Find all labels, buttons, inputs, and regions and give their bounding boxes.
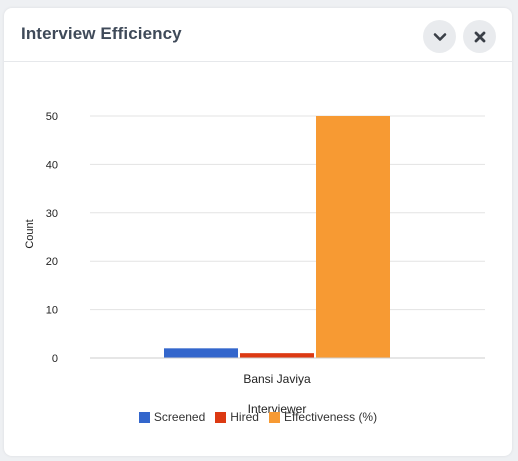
y-tick-label: 10 bbox=[46, 305, 58, 317]
bar-chart: 0 10 20 30 40 50 Count Bansi Javiya Interview… bbox=[24, 111, 485, 416]
legend-label-effectiveness: Effectiveness (%) bbox=[283, 410, 378, 424]
y-tick-label: 50 bbox=[46, 111, 58, 123]
legend-swatch-screened bbox=[138, 411, 150, 423]
legend-swatch-hired bbox=[215, 411, 227, 423]
legend-label-screened: Screened bbox=[153, 410, 206, 424]
chart-legend: Screened Hired Effectiveness (%) bbox=[4, 410, 512, 424]
close-icon bbox=[474, 31, 485, 42]
x-tick-label: Bansi Javiya bbox=[243, 372, 311, 386]
legend-item-hired[interactable]: Hired bbox=[215, 410, 259, 424]
widget-title: Interview Efficiency bbox=[21, 24, 182, 43]
legend-item-effectiveness[interactable]: Effectiveness (%) bbox=[268, 410, 378, 424]
y-tick-label: 30 bbox=[46, 208, 58, 220]
interview-efficiency-widget: Interview Efficiency 0 10 20 30 40 50 Count B… bbox=[4, 8, 512, 456]
legend-item-screened[interactable]: Screened bbox=[138, 410, 206, 424]
y-axis-label: Count bbox=[24, 219, 36, 248]
bar-effectiveness[interactable] bbox=[316, 116, 390, 358]
legend-swatch-effectiveness bbox=[268, 411, 280, 423]
y-tick-label: 20 bbox=[46, 256, 58, 268]
legend-label-hired: Hired bbox=[230, 410, 259, 424]
x-axis-label: Interviewer bbox=[248, 402, 307, 416]
widget-header: Interview Efficiency bbox=[4, 8, 512, 62]
bar-hired[interactable] bbox=[240, 353, 314, 358]
y-tick-label: 40 bbox=[46, 159, 58, 171]
chevron-down-icon bbox=[433, 32, 446, 41]
close-button[interactable] bbox=[463, 20, 496, 53]
collapse-button[interactable] bbox=[423, 20, 456, 53]
bar-screened[interactable] bbox=[164, 348, 238, 358]
y-tick-label: 0 bbox=[52, 353, 58, 365]
chart-area: 0 10 20 30 40 50 Count Bansi Javiya Interview… bbox=[4, 62, 512, 456]
